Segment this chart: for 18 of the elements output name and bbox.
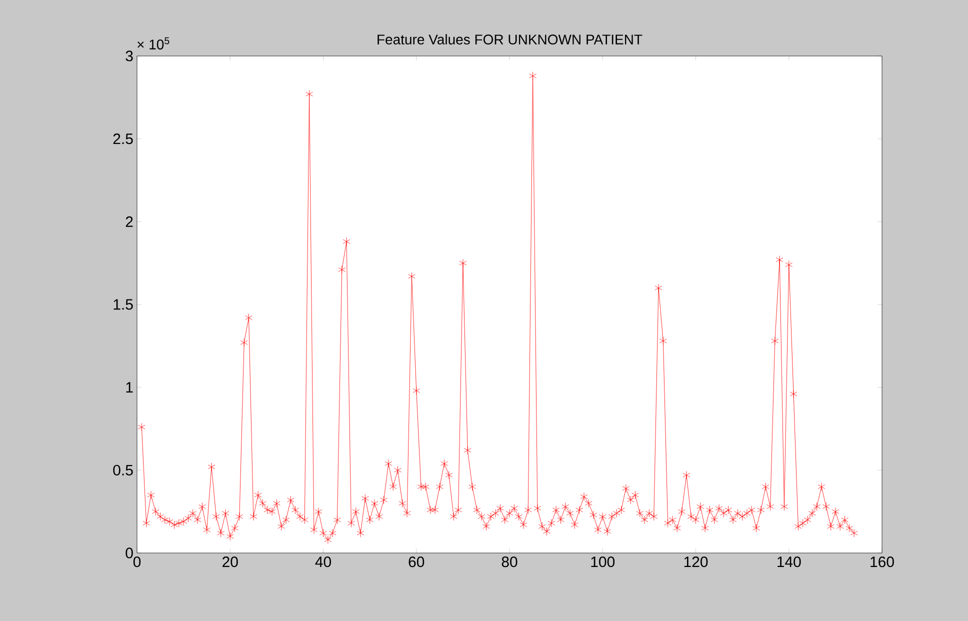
x-tick-label: 0: [133, 556, 141, 568]
y-tick-label: 0: [126, 548, 133, 558]
x-tick-label: 20: [222, 556, 238, 568]
x-tick-label: 60: [408, 556, 424, 568]
y-tick-label: 1.5: [114, 299, 133, 310]
x-tick-label: 40: [315, 556, 331, 568]
y-tick-label: 2.5: [113, 134, 133, 144]
y-tick-label: 1: [126, 382, 133, 392]
x-tick-label: 140: [778, 556, 801, 568]
y-tick-label: 3: [126, 50, 133, 62]
y-tick-label: 2: [126, 216, 133, 227]
x-tick-label: 80: [502, 556, 518, 568]
y-tick-label: 0.5: [113, 464, 133, 476]
text: × 10$^{5}$: [138, 37, 170, 50]
x-tick-label: 100: [591, 556, 615, 568]
x-tick-label: 160: [870, 556, 894, 568]
x-tick-label: 120: [684, 556, 708, 568]
chart-title: Feature Values FOR UNKNOWN PATIENT: [378, 34, 642, 44]
